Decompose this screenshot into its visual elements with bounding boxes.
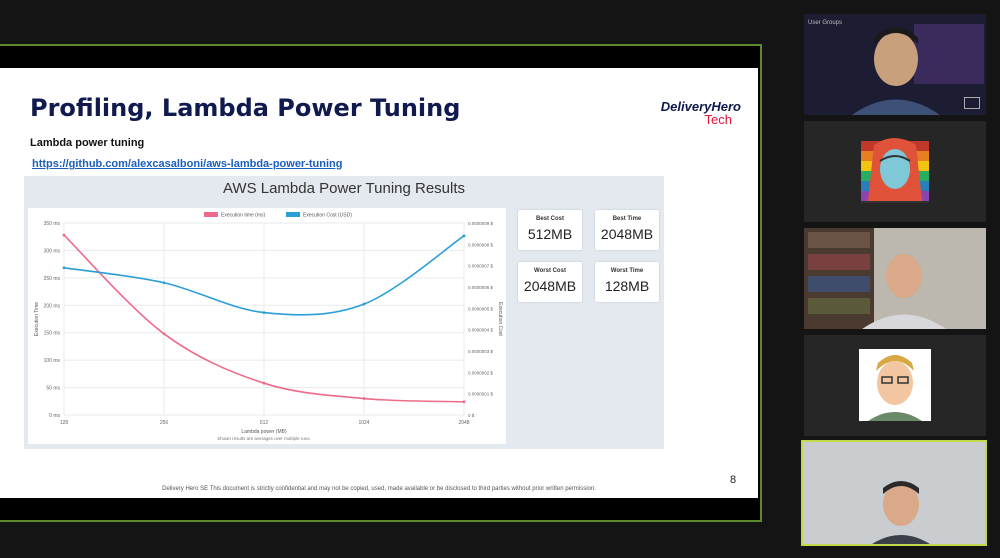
metric-value: 2048MB (523, 278, 577, 294)
participant-video-5 (803, 442, 985, 544)
y-right-tick-label: 0.0000007 $ (468, 264, 494, 269)
y-left-tick-label: 350 ms (44, 221, 61, 227)
x-tick-label: 256 (160, 420, 169, 426)
legend-swatch (286, 212, 300, 217)
participant-tile-4[interactable] (804, 335, 986, 436)
logo-line-1: DeliveryHero (660, 99, 741, 114)
participant-tile-2[interactable] (804, 121, 986, 222)
cartoon-avatar-icon (868, 355, 922, 421)
y-left-tick-label: 100 ms (44, 358, 61, 364)
screen-icon (964, 97, 980, 109)
participant-video-3 (804, 228, 946, 329)
x-tick-label: 128 (60, 420, 69, 426)
y-left-axis-label: Execution Time (34, 302, 40, 336)
metric-value: 512MB (527, 226, 573, 242)
y-right-tick-label: 0.0000008 $ (468, 242, 494, 247)
metric-worst-time: Worst Time 128MB (595, 262, 659, 302)
y-right-tick-label: 0 $ (468, 413, 475, 418)
y-right-tick-label: 0.0000002 $ (468, 370, 494, 375)
y-right-axis-label: Execution Cost (497, 302, 503, 336)
y-left-tick-label: 200 ms (44, 303, 61, 309)
results-title: AWS Lambda Power Tuning Results (222, 180, 466, 197)
legend-label: Execution time (ms) (221, 213, 266, 219)
y-right-tick-label: 0.0000005 $ (468, 306, 494, 311)
cartoon-avatar-icon (868, 138, 922, 201)
data-point (162, 281, 166, 285)
metric-label: Worst Time (610, 268, 644, 274)
chart-card: 128 256 512 1024 2048 0 ms 50 ms 100 ms 150 ms 20… (28, 208, 506, 444)
metric-best-time: Best Time 2048MB (595, 210, 659, 250)
group-label: User Groups (808, 20, 843, 26)
x-tick-label: 2048 (458, 420, 469, 426)
data-point (362, 302, 366, 306)
metric-label: Worst Cost (534, 268, 566, 274)
x-axis-label: Lambda power (MB) (241, 429, 287, 435)
y-left-tick-label: 50 ms (46, 386, 60, 392)
x-tick-label: 512 (260, 420, 269, 426)
chart-note: Shown results are averages over multiple… (217, 436, 311, 441)
data-point (362, 397, 366, 400)
data-point (262, 311, 266, 314)
deliveryhero-logo: DeliveryHero Tech (651, 100, 741, 126)
slide-footer: Delivery Hero SE This document is strict… (162, 486, 596, 492)
data-point (62, 266, 66, 270)
y-left-tick-label: 150 ms (44, 331, 61, 337)
participant-tile-1[interactable]: User Groups (804, 14, 986, 115)
data-point (62, 233, 66, 237)
y-left-tick-label: 250 ms (44, 276, 61, 282)
data-point (462, 234, 466, 238)
participant-video-1 (852, 24, 984, 115)
data-point (162, 332, 166, 336)
metric-label: Best Time (612, 216, 642, 222)
legend-swatch (204, 212, 218, 217)
metric-worst-cost: Worst Cost 2048MB (518, 262, 582, 302)
y-left-tick-label: 0 ms (49, 413, 60, 419)
metric-label: Best Cost (535, 216, 564, 222)
github-link[interactable]: https://github.com/alexcasalboni/aws-lam… (32, 158, 343, 170)
y-right-tick-label: 0.0000006 $ (468, 285, 494, 290)
metric-best-cost: Best Cost 512MB (518, 210, 582, 250)
legend-label: Execution Cost (USD) (303, 213, 352, 219)
y-right-tick-label: 0.0000009 $ (468, 221, 494, 226)
slide-subtitle: Lambda power tuning (30, 137, 145, 149)
slide-title: Profiling, Lambda Power Tuning (30, 94, 461, 122)
data-point (462, 400, 466, 404)
metric-value: 128MB (604, 278, 650, 294)
power-tuning-results-panel: AWS Lambda Power Tuning Results 128 256 51… (24, 176, 664, 449)
data-point (262, 381, 266, 385)
logo-line-2: Tech (704, 112, 732, 127)
presentation-slide: Profiling, Lambda Power Tuning DeliveryH… (0, 68, 758, 498)
y-right-tick-label: 0.0000003 $ (468, 349, 494, 354)
y-left-tick-label: 300 ms (44, 248, 61, 254)
participant-tile-3[interactable] (804, 228, 986, 329)
page-number: 8 (730, 474, 737, 486)
participant-tile-active-speaker[interactable] (801, 440, 987, 546)
y-right-tick-label: 0.0000001 $ (468, 392, 494, 397)
y-right-tick-label: 0.0000004 $ (468, 328, 494, 333)
power-tuning-chart: 128 256 512 1024 2048 0 ms 50 ms 100 ms 150 ms 20… (34, 212, 503, 441)
x-tick-label: 1024 (358, 420, 369, 426)
metric-value: 2048MB (600, 226, 654, 242)
